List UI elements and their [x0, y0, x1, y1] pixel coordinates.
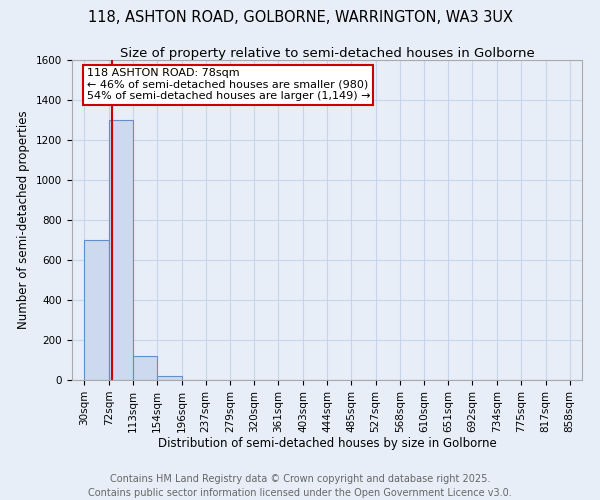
Title: Size of property relative to semi-detached houses in Golborne: Size of property relative to semi-detach…	[119, 47, 535, 60]
Text: Contains HM Land Registry data © Crown copyright and database right 2025.
Contai: Contains HM Land Registry data © Crown c…	[88, 474, 512, 498]
Bar	[109, 120, 133, 380]
Bar	[157, 376, 182, 380]
Y-axis label: Number of semi-detached properties: Number of semi-detached properties	[17, 110, 31, 330]
Text: 118 ASHTON ROAD: 78sqm
← 46% of semi-detached houses are smaller (980)
54% of se: 118 ASHTON ROAD: 78sqm ← 46% of semi-det…	[86, 68, 370, 101]
Bar	[133, 356, 157, 380]
Bar	[85, 240, 109, 380]
X-axis label: Distribution of semi-detached houses by size in Golborne: Distribution of semi-detached houses by …	[158, 438, 496, 450]
Text: 118, ASHTON ROAD, GOLBORNE, WARRINGTON, WA3 3UX: 118, ASHTON ROAD, GOLBORNE, WARRINGTON, …	[88, 10, 512, 25]
